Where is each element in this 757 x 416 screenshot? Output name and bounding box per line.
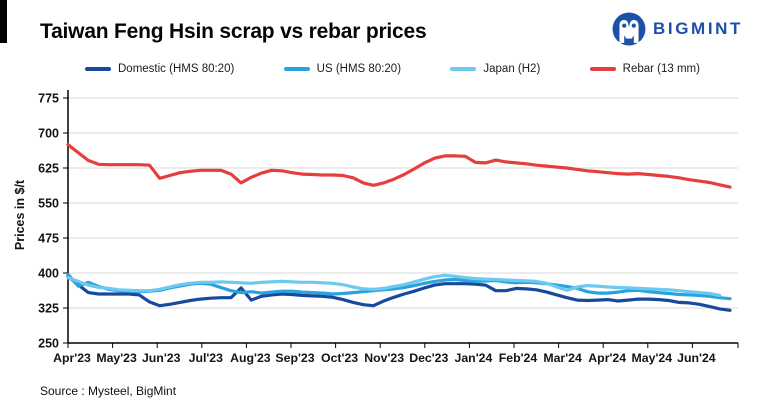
svg-text:625: 625 xyxy=(38,162,59,176)
svg-text:Apr'23: Apr'23 xyxy=(53,351,91,365)
svg-text:Jun'24: Jun'24 xyxy=(677,351,716,365)
svg-text:700: 700 xyxy=(38,127,59,141)
svg-text:250: 250 xyxy=(38,337,59,351)
corner-mark xyxy=(0,0,7,43)
svg-text:325: 325 xyxy=(38,302,59,316)
brand-logo: BIGMINT xyxy=(612,12,743,46)
legend-item: US (HMS 80:20) xyxy=(283,63,402,75)
svg-text:Jan'24: Jan'24 xyxy=(455,351,493,365)
svg-text:Feb'24: Feb'24 xyxy=(499,351,538,365)
legend-item: Rebar (13 mm) xyxy=(589,63,700,75)
svg-text:May'24: May'24 xyxy=(632,351,673,365)
svg-text:Jun'23: Jun'23 xyxy=(142,351,181,365)
svg-text:May'23: May'23 xyxy=(96,351,137,365)
legend-label: Domestic (HMS 80:20) xyxy=(118,63,235,75)
legend-label: US (HMS 80:20) xyxy=(316,63,402,75)
svg-text:550: 550 xyxy=(38,197,59,211)
svg-text:Oct'23: Oct'23 xyxy=(321,351,358,365)
svg-text:400: 400 xyxy=(38,267,59,281)
legend-swatch xyxy=(283,67,310,71)
legend-label: Rebar (13 mm) xyxy=(622,63,700,75)
svg-text:Nov'23: Nov'23 xyxy=(364,351,404,365)
svg-text:Sep'23: Sep'23 xyxy=(275,351,314,365)
svg-text:Mar'24: Mar'24 xyxy=(543,351,582,365)
legend-label: Japan (H2) xyxy=(483,63,541,75)
chart-title: Taiwan Feng Hsin scrap vs rebar prices xyxy=(40,20,427,43)
legend-swatch xyxy=(589,67,616,71)
legend-item: Japan (H2) xyxy=(450,63,540,75)
source-note: Source : Mysteel, BigMint xyxy=(40,384,177,398)
svg-text:475: 475 xyxy=(38,232,59,246)
legend-swatch xyxy=(450,67,477,71)
svg-text:Jul'23: Jul'23 xyxy=(189,351,224,365)
svg-text:775: 775 xyxy=(38,92,59,106)
legend-item: Domestic (HMS 80:20) xyxy=(85,63,234,75)
svg-text:Apr'24: Apr'24 xyxy=(588,351,626,365)
svg-text:Aug'23: Aug'23 xyxy=(230,351,271,365)
brand-logo-text: BIGMINT xyxy=(653,19,743,38)
legend-swatch xyxy=(85,67,111,71)
bigmint-logo-icon xyxy=(612,12,646,46)
legend: Domestic (HMS 80:20) US (HMS 80:20) Japan … xyxy=(85,63,700,75)
svg-text:Dec'23: Dec'23 xyxy=(409,351,448,365)
y-axis-title: Prices in $/t xyxy=(13,179,27,251)
